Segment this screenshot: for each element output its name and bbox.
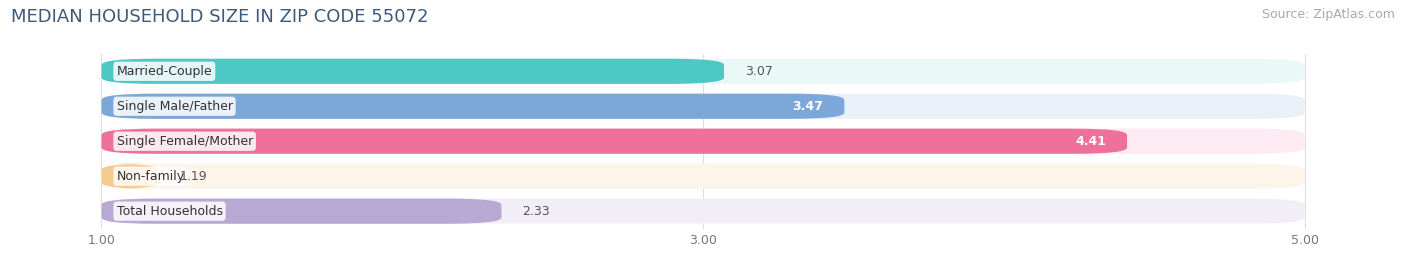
FancyBboxPatch shape bbox=[101, 94, 845, 119]
Text: 4.41: 4.41 bbox=[1076, 135, 1107, 148]
FancyBboxPatch shape bbox=[101, 59, 1305, 84]
Text: 2.33: 2.33 bbox=[523, 205, 550, 218]
FancyBboxPatch shape bbox=[101, 129, 1305, 154]
Text: 3.07: 3.07 bbox=[745, 65, 773, 78]
Text: 3.47: 3.47 bbox=[793, 100, 824, 113]
FancyBboxPatch shape bbox=[101, 59, 724, 84]
Text: Non-family: Non-family bbox=[117, 170, 184, 183]
FancyBboxPatch shape bbox=[101, 164, 1305, 189]
FancyBboxPatch shape bbox=[101, 199, 1305, 224]
FancyBboxPatch shape bbox=[101, 164, 159, 189]
Text: MEDIAN HOUSEHOLD SIZE IN ZIP CODE 55072: MEDIAN HOUSEHOLD SIZE IN ZIP CODE 55072 bbox=[11, 8, 429, 26]
FancyBboxPatch shape bbox=[101, 129, 1128, 154]
Text: 1.19: 1.19 bbox=[180, 170, 207, 183]
FancyBboxPatch shape bbox=[101, 199, 502, 224]
Text: Married-Couple: Married-Couple bbox=[117, 65, 212, 78]
Text: Single Male/Father: Single Male/Father bbox=[117, 100, 232, 113]
Text: Source: ZipAtlas.com: Source: ZipAtlas.com bbox=[1261, 8, 1395, 21]
FancyBboxPatch shape bbox=[101, 94, 1305, 119]
Text: Total Households: Total Households bbox=[117, 205, 222, 218]
Text: Single Female/Mother: Single Female/Mother bbox=[117, 135, 253, 148]
